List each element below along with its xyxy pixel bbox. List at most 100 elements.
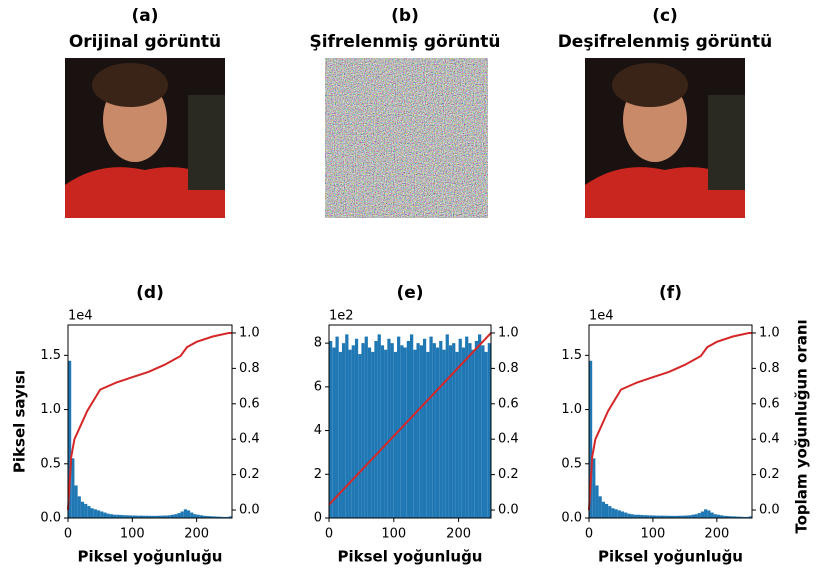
bar [627, 513, 631, 518]
chart-title: (f) [659, 283, 682, 303]
image-label: (b) [391, 6, 419, 26]
bar [186, 510, 191, 518]
bar [684, 515, 689, 518]
bar [199, 515, 204, 518]
bar [668, 515, 673, 518]
y-tick-label: 1.0 [40, 402, 61, 417]
y2-tick-label: 0.8 [498, 361, 519, 376]
bar [68, 360, 72, 518]
bar [367, 347, 372, 518]
bar [225, 516, 229, 518]
bar [74, 485, 78, 518]
bar [620, 511, 625, 518]
bar [351, 345, 355, 518]
bar [745, 516, 749, 518]
plot-frame [588, 324, 753, 519]
bar [675, 515, 679, 518]
bar [341, 343, 346, 518]
y2-axis-label: Toplam yoğunluğun oranı [793, 319, 811, 533]
bar [723, 515, 727, 518]
y2-tick-label: 0.2 [239, 467, 260, 482]
bar [377, 334, 381, 518]
bar [694, 514, 698, 518]
image-label: (c) [652, 6, 678, 26]
bar [129, 515, 133, 518]
chart-title: (d) [136, 283, 164, 303]
bar [697, 513, 701, 518]
bar [151, 515, 155, 518]
bar [636, 514, 641, 518]
bar [397, 336, 401, 518]
bar [390, 343, 394, 518]
bar [595, 485, 599, 518]
y-tick-label: 8 [314, 336, 322, 351]
bar [681, 515, 685, 518]
axis-offset: 1e4 [68, 309, 93, 324]
bar [601, 501, 605, 518]
bar [458, 338, 462, 518]
bar [465, 336, 469, 518]
bar [161, 515, 165, 518]
bar [113, 514, 117, 518]
y-tick-label: 0 [314, 511, 322, 526]
bar [474, 340, 479, 518]
axis-offset: 1e4 [589, 309, 614, 324]
bar [348, 349, 352, 518]
bar [688, 515, 692, 518]
y2-tick-label: 0.4 [498, 432, 519, 447]
bar [167, 515, 171, 518]
y-tick-label: 0.0 [40, 511, 61, 526]
bar [93, 509, 97, 518]
image-title: Orijinal görüntü [69, 32, 221, 52]
bar [608, 506, 612, 518]
bar [193, 514, 197, 518]
photo [585, 58, 745, 218]
bar [345, 334, 349, 518]
y-axis-label: Piksel sayısı [11, 370, 29, 473]
bar [713, 514, 717, 518]
y2-tick-label: 0.4 [759, 432, 780, 447]
bar [624, 512, 628, 518]
bar [633, 514, 637, 518]
x-tick-label: 100 [381, 527, 406, 542]
bar [736, 516, 740, 518]
bar [729, 516, 733, 518]
x-tick-label: 100 [641, 527, 666, 542]
bar [174, 514, 178, 518]
y2-tick-label: 0.6 [239, 396, 260, 411]
bar [122, 515, 126, 518]
bar [183, 509, 187, 518]
bar [422, 338, 427, 518]
y2-tick-label: 0.8 [759, 361, 780, 376]
image-title: Deşifrelenmiş görüntü [558, 32, 773, 52]
image-label: (a) [131, 6, 158, 26]
bar [190, 512, 194, 518]
bar [380, 345, 385, 518]
bar [732, 516, 737, 518]
bar [125, 515, 130, 518]
bar [691, 514, 695, 518]
y-tick-label: 1.5 [561, 348, 582, 363]
bar [432, 343, 436, 518]
bar [358, 354, 362, 518]
bar [145, 515, 149, 518]
cumulative-line [328, 332, 492, 506]
chart-title: (e) [396, 283, 423, 303]
image-title: Şifrelenmiş görüntü [309, 32, 500, 52]
x-tick-label: 0 [325, 527, 333, 542]
bar [592, 458, 596, 518]
bar [132, 515, 136, 518]
bar [164, 515, 168, 518]
bar [403, 347, 407, 518]
bar [455, 351, 459, 518]
bar [448, 345, 453, 518]
bar [100, 511, 104, 518]
bar [400, 345, 404, 518]
bar [640, 514, 644, 518]
bar [419, 345, 423, 518]
bar [371, 351, 375, 518]
plot-frame [328, 324, 492, 519]
y2-tick-label: 0.6 [759, 396, 780, 411]
bar [335, 336, 339, 518]
